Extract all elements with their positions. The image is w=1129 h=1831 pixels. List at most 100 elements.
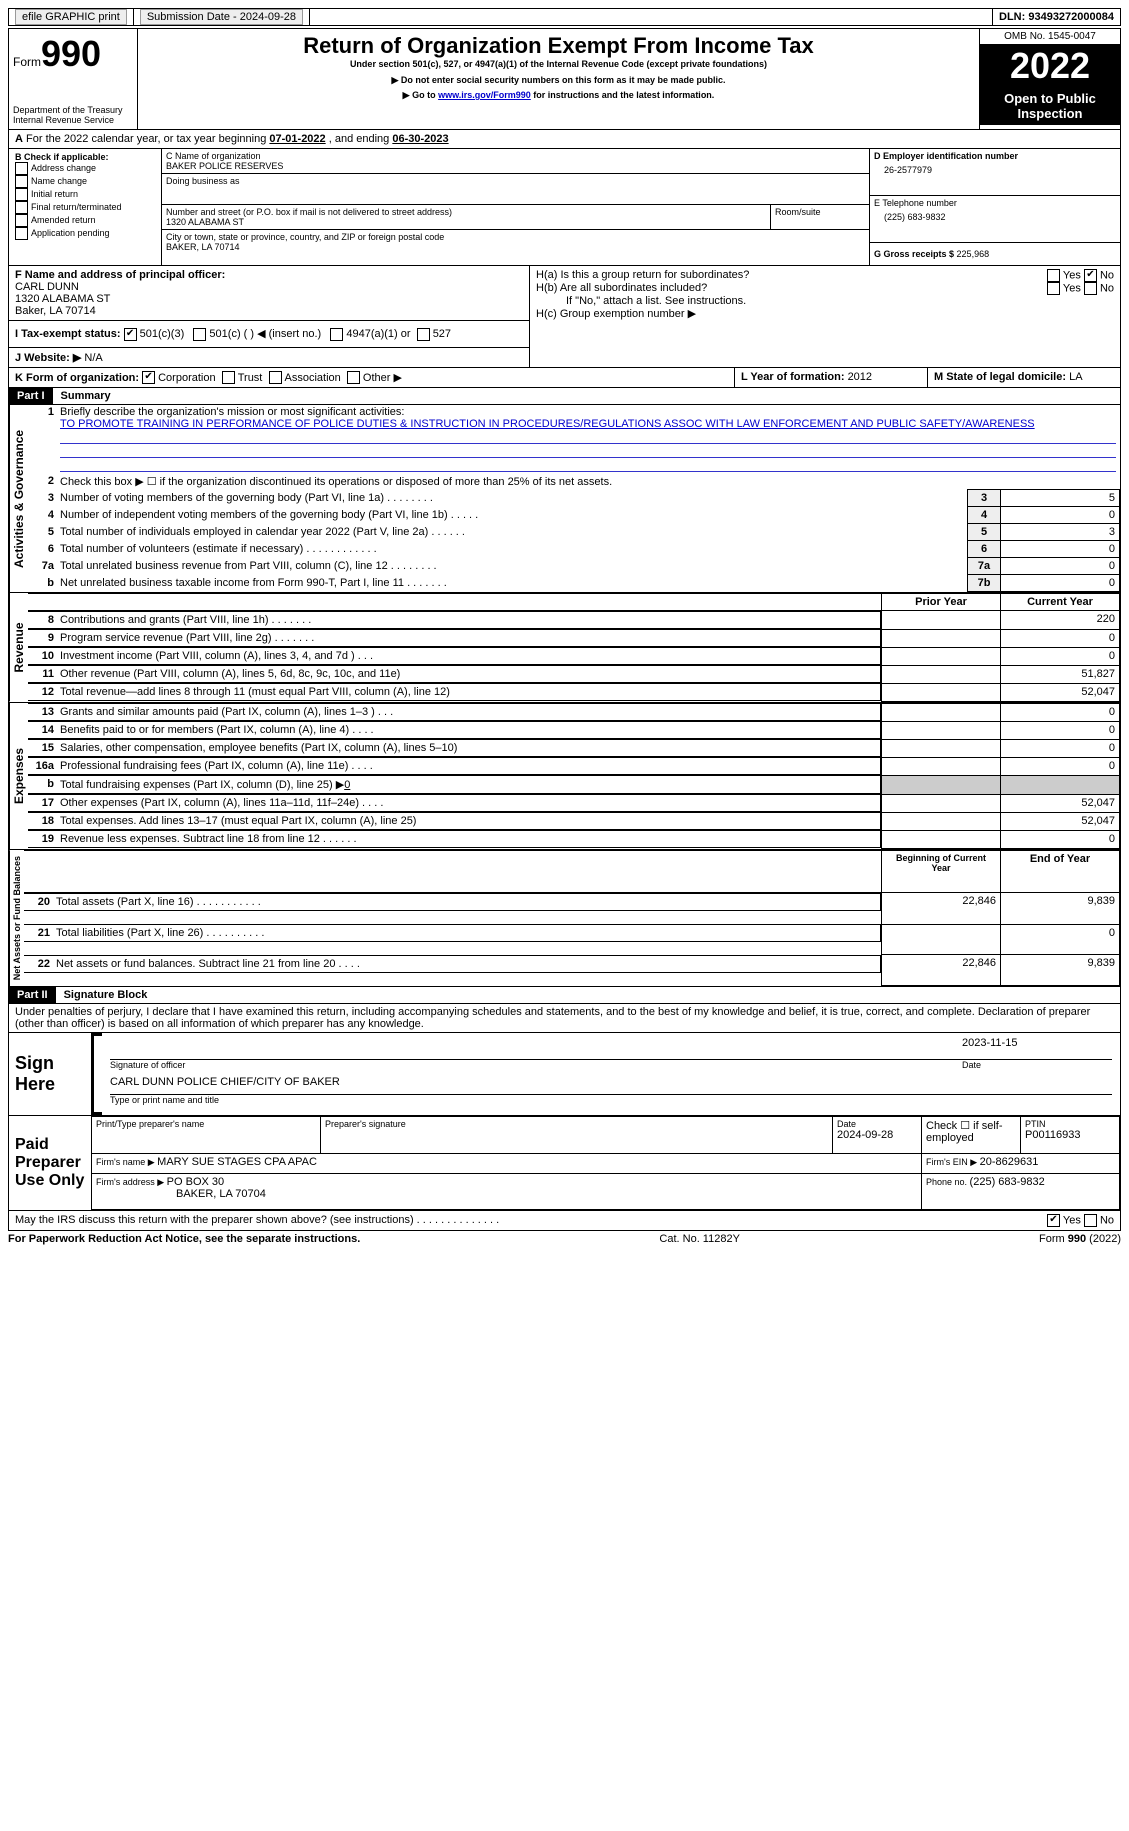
l15: Salaries, other compensation, employee b… [60, 742, 457, 754]
page-footer: For Paperwork Reduction Act Notice, see … [8, 1231, 1121, 1245]
c18: 52,047 [1001, 812, 1120, 830]
efile-print: efile GRAPHIC print [9, 9, 134, 25]
prep-date: 2024-09-28 [837, 1129, 917, 1141]
d-ein: 26-2577979 [874, 161, 1116, 179]
v5: 3 [1001, 524, 1120, 541]
l10: Investment income (Part VIII, column (A)… [60, 650, 373, 662]
sig-officer-label: Signature of officer [110, 1060, 962, 1070]
f-street: 1320 ALABAMA ST [15, 293, 523, 305]
l4: Number of independent voting members of … [60, 509, 478, 521]
discuss-label: May the IRS discuss this return with the… [9, 1211, 1041, 1230]
g-gross: 225,968 [957, 249, 990, 259]
cb-name-change[interactable]: Name change [15, 175, 155, 188]
cb-trust[interactable] [222, 371, 235, 384]
cb-4947[interactable] [330, 328, 343, 341]
cb-527[interactable] [417, 328, 430, 341]
cb-corp[interactable]: ✔ [142, 371, 155, 384]
v3: 5 [1001, 490, 1120, 507]
type-name-label: Type or print name and title [110, 1095, 1112, 1105]
form-subtitle: Under section 501(c), 527, or 4947(a)(1)… [142, 59, 975, 69]
cb-other[interactable] [347, 371, 360, 384]
discuss-row: May the IRS discuss this return with the… [8, 1211, 1121, 1231]
hdr-begin: Beginning of Current Year [882, 850, 1001, 893]
cat-no: Cat. No. 11282Y [659, 1233, 740, 1245]
part1-header: Part ISummary [8, 388, 1121, 405]
firm-ein: 20-8629631 [980, 1156, 1039, 1168]
cb-amended[interactable]: Amended return [15, 214, 155, 227]
side-revenue: Revenue [9, 593, 28, 702]
c-city-label: City or town, state or province, country… [166, 232, 865, 242]
cb-discuss-yes[interactable]: ✔ [1047, 1214, 1060, 1227]
prep-date-label: Date [837, 1119, 917, 1129]
v7b: 0 [1001, 575, 1120, 592]
omb-number: OMB No. 1545-0047 [980, 29, 1120, 45]
form-title: Return of Organization Exempt From Incom… [142, 33, 975, 59]
sign-here-label: Sign Here [9, 1033, 91, 1115]
v7a: 0 [1001, 558, 1120, 575]
l16b: Total fundraising expenses (Part IX, col… [60, 778, 350, 791]
cb-ha-no[interactable]: ✔ [1084, 269, 1097, 282]
hb-label: H(b) Are all subordinates included? [536, 282, 1047, 295]
c13: 0 [1001, 703, 1120, 721]
cb-app-pending[interactable]: Application pending [15, 227, 155, 240]
c-name-label: C Name of organization [166, 151, 865, 161]
form-number: 990 [41, 33, 101, 74]
l7a: Total unrelated business revenue from Pa… [60, 560, 437, 572]
e-phone-label: E Telephone number [874, 198, 1116, 208]
row-a-period: A For the 2022 calendar year, or tax yea… [8, 130, 1121, 149]
firm-name: MARY SUE STAGES CPA APAC [157, 1156, 317, 1168]
d-ein-label: D Employer identification number [874, 151, 1116, 161]
cb-hb-yes[interactable] [1047, 282, 1060, 295]
date-label: Date [962, 1060, 1112, 1070]
sig-date: 2023-11-15 [962, 1037, 1112, 1059]
v4: 0 [1001, 507, 1120, 524]
cb-initial-return[interactable]: Initial return [15, 188, 155, 201]
top-bar: efile GRAPHIC print Submission Date - 20… [8, 8, 1121, 26]
cb-501c3[interactable]: ✔ [124, 328, 137, 341]
l1-label: Briefly describe the organization's miss… [60, 406, 404, 418]
g-gross-label: G Gross receipts $ [874, 249, 957, 259]
cb-hb-no[interactable] [1084, 282, 1097, 295]
cb-ha-yes[interactable] [1047, 269, 1060, 282]
l7b: Net unrelated business taxable income fr… [60, 577, 447, 589]
form-word: Form [13, 55, 41, 69]
e20: 9,839 [1001, 893, 1120, 924]
sign-here-block: Sign Here 2023-11-15 Signature of office… [8, 1033, 1121, 1116]
l11: Other revenue (Part VIII, column (A), li… [60, 668, 400, 680]
officer-name: CARL DUNN POLICE CHIEF/CITY OF BAKER [110, 1070, 1112, 1095]
irs-link[interactable]: www.irs.gov/Form990 [438, 90, 531, 100]
l1-mission: TO PROMOTE TRAINING IN PERFORMANCE OF PO… [60, 418, 1035, 430]
part2-header: Part IISignature Block [8, 987, 1121, 1004]
row-fhij: F Name and address of principal officer:… [8, 266, 1121, 368]
b20: 22,846 [882, 893, 1001, 924]
dln: DLN: 93493272000084 [993, 9, 1120, 25]
dept-treasury: Department of the Treasury [13, 105, 133, 115]
tax-year: 2022 [980, 45, 1120, 87]
cb-501c[interactable] [193, 328, 206, 341]
f-city: Baker, LA 70714 [15, 305, 523, 317]
hc-label: H(c) Group exemption number ▶ [536, 307, 1114, 320]
cb-discuss-no[interactable] [1084, 1214, 1097, 1227]
note-link: ▶ Go to www.irs.gov/Form990 for instruct… [142, 90, 975, 101]
declaration: Under penalties of perjury, I declare th… [8, 1004, 1121, 1033]
c12: 52,047 [1001, 683, 1120, 701]
c-street: 1320 ALABAMA ST [166, 217, 766, 227]
dept-irs: Internal Revenue Service [13, 115, 133, 125]
v6: 0 [1001, 541, 1120, 558]
form-ref: Form 990 (2022) [1039, 1233, 1121, 1245]
cb-address-change[interactable]: Address change [15, 162, 155, 175]
e22: 9,839 [1001, 955, 1120, 986]
check-self[interactable]: Check ☐ if self-employed [922, 1116, 1021, 1153]
l17: Other expenses (Part IX, column (A), lin… [60, 797, 383, 809]
l22: Net assets or fund balances. Subtract li… [56, 958, 360, 970]
c-city: BAKER, LA 70714 [166, 242, 865, 252]
cb-final-return[interactable]: Final return/terminated [15, 201, 155, 214]
cb-assoc[interactable] [269, 371, 282, 384]
c9: 0 [1001, 629, 1120, 647]
note-ssn: ▶ Do not enter social security numbers o… [142, 75, 975, 86]
pra-notice: For Paperwork Reduction Act Notice, see … [8, 1233, 360, 1245]
open-to-public: Open to Public Inspection [980, 87, 1120, 125]
paid-prep-label: Paid Preparer Use Only [9, 1116, 91, 1210]
b22: 22,846 [882, 955, 1001, 986]
spacer [310, 9, 993, 25]
